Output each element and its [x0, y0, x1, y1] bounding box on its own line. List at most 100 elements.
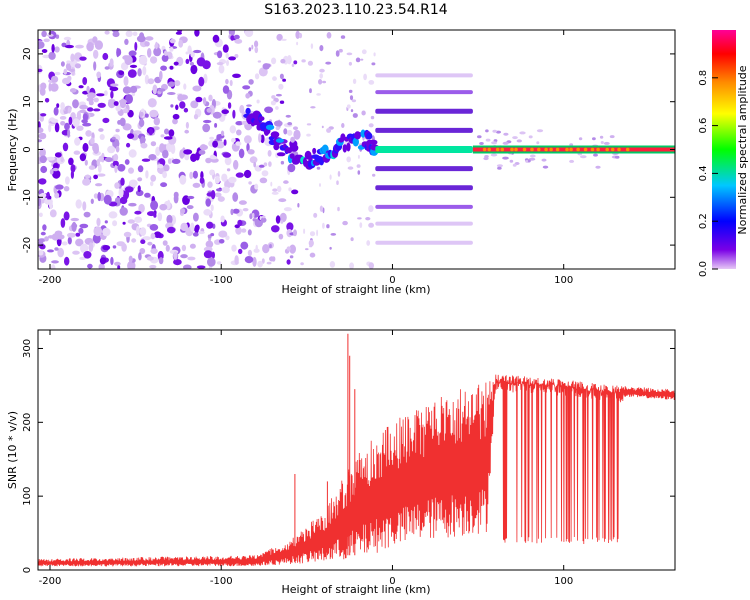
- noise-blob: [104, 30, 110, 35]
- noise-blob: [40, 165, 48, 174]
- snr-x-label: Height of straight line (km): [281, 583, 430, 596]
- noise-blob: [85, 174, 91, 179]
- noise-blob: [127, 219, 135, 224]
- noise-blob: [93, 193, 98, 199]
- noise-blob: [54, 46, 60, 53]
- snr-series-line: [38, 374, 675, 567]
- noise-blob: [63, 110, 68, 114]
- noise-blob: [114, 261, 121, 266]
- noise-blob: [206, 192, 215, 197]
- colorbar-gradient: [712, 30, 736, 269]
- noise-blob: [225, 78, 229, 85]
- noise-blob: [141, 158, 151, 162]
- noise-blob: [341, 123, 345, 128]
- noise-blob: [496, 164, 503, 168]
- noise-blob: [309, 245, 313, 248]
- noise-blob: [216, 261, 222, 265]
- noise-blob: [258, 67, 268, 77]
- noise-blob: [218, 64, 225, 74]
- noise-blob: [167, 81, 176, 87]
- noise-blob: [325, 61, 332, 65]
- noise-blob: [119, 117, 126, 127]
- noise-blob: [155, 146, 161, 156]
- noise-blob: [336, 180, 339, 185]
- noise-blob: [174, 80, 181, 87]
- noise-blob: [217, 50, 223, 59]
- noise-blob: [283, 207, 292, 212]
- colorbar-tick-label: 0.8: [698, 70, 709, 86]
- noise-blob: [150, 232, 156, 240]
- noise-blob: [99, 257, 107, 265]
- noise-blob: [102, 52, 109, 61]
- noise-blob: [50, 54, 56, 60]
- noise-blob: [205, 240, 214, 249]
- noise-blob: [202, 123, 211, 133]
- noise-blob: [93, 174, 98, 180]
- noise-blob: [48, 199, 53, 210]
- noise-blob: [222, 152, 232, 158]
- noise-blob: [600, 141, 604, 144]
- noise-blob: [249, 213, 253, 220]
- noise-blob: [272, 188, 278, 192]
- harmonic-band: [375, 166, 473, 172]
- noise-blob: [308, 239, 314, 247]
- noise-blob: [190, 222, 195, 232]
- noise-blob: [173, 251, 178, 260]
- noise-blob: [150, 248, 158, 255]
- noise-blob: [103, 194, 112, 205]
- noise-blob: [50, 264, 56, 269]
- noise-blob: [203, 119, 212, 124]
- noise-blob: [47, 249, 54, 253]
- noise-blob: [128, 149, 137, 158]
- noise-blob: [348, 89, 353, 93]
- noise-blob: [62, 142, 69, 152]
- noise-blob: [160, 134, 165, 138]
- noise-blob: [614, 155, 620, 159]
- noise-blob: [50, 83, 59, 92]
- noise-blob: [261, 170, 269, 177]
- noise-blob: [55, 34, 60, 39]
- noise-blob: [196, 265, 206, 269]
- noise-blob: [264, 106, 274, 114]
- noise-blob: [244, 256, 254, 264]
- carrier-peak: [565, 147, 569, 152]
- noise-blob: [120, 177, 125, 186]
- noise-blob: [234, 54, 239, 58]
- noise-blob: [160, 65, 168, 71]
- noise-blob: [63, 186, 70, 192]
- noise-blob: [248, 47, 252, 52]
- noise-blob: [126, 142, 131, 148]
- carrier-peak: [495, 147, 500, 152]
- noise-blob: [80, 243, 89, 254]
- noise-blob: [39, 155, 47, 164]
- noise-blob: [251, 212, 255, 218]
- noise-blob: [162, 240, 168, 246]
- noise-blob: [206, 108, 213, 113]
- noise-blob: [116, 47, 120, 58]
- noise-blob: [162, 149, 169, 159]
- noise-blob: [368, 80, 375, 85]
- noise-blob: [190, 153, 197, 162]
- noise-blob: [38, 250, 44, 256]
- noise-blob: [283, 180, 289, 184]
- colorbar-tick-label: 0.4: [698, 165, 709, 181]
- noise-blob: [147, 48, 152, 58]
- noise-blob: [53, 162, 59, 169]
- noise-blob: [163, 136, 173, 140]
- noise-blob: [254, 40, 259, 48]
- x-tick-label: -100: [210, 275, 233, 286]
- noise-blob: [310, 106, 316, 109]
- noise-blob: [368, 123, 374, 128]
- noise-blob: [169, 38, 176, 44]
- noise-blob: [167, 92, 176, 95]
- noise-blob: [210, 233, 215, 237]
- noise-blob: [316, 166, 321, 170]
- noise-blob: [108, 99, 114, 103]
- noise-blob: [233, 34, 240, 40]
- noise-blob: [49, 169, 54, 175]
- noise-blob: [242, 208, 249, 212]
- noise-blob: [131, 91, 136, 97]
- noise-blob: [115, 145, 120, 153]
- noise-blob: [54, 247, 59, 251]
- noise-blob: [337, 206, 340, 212]
